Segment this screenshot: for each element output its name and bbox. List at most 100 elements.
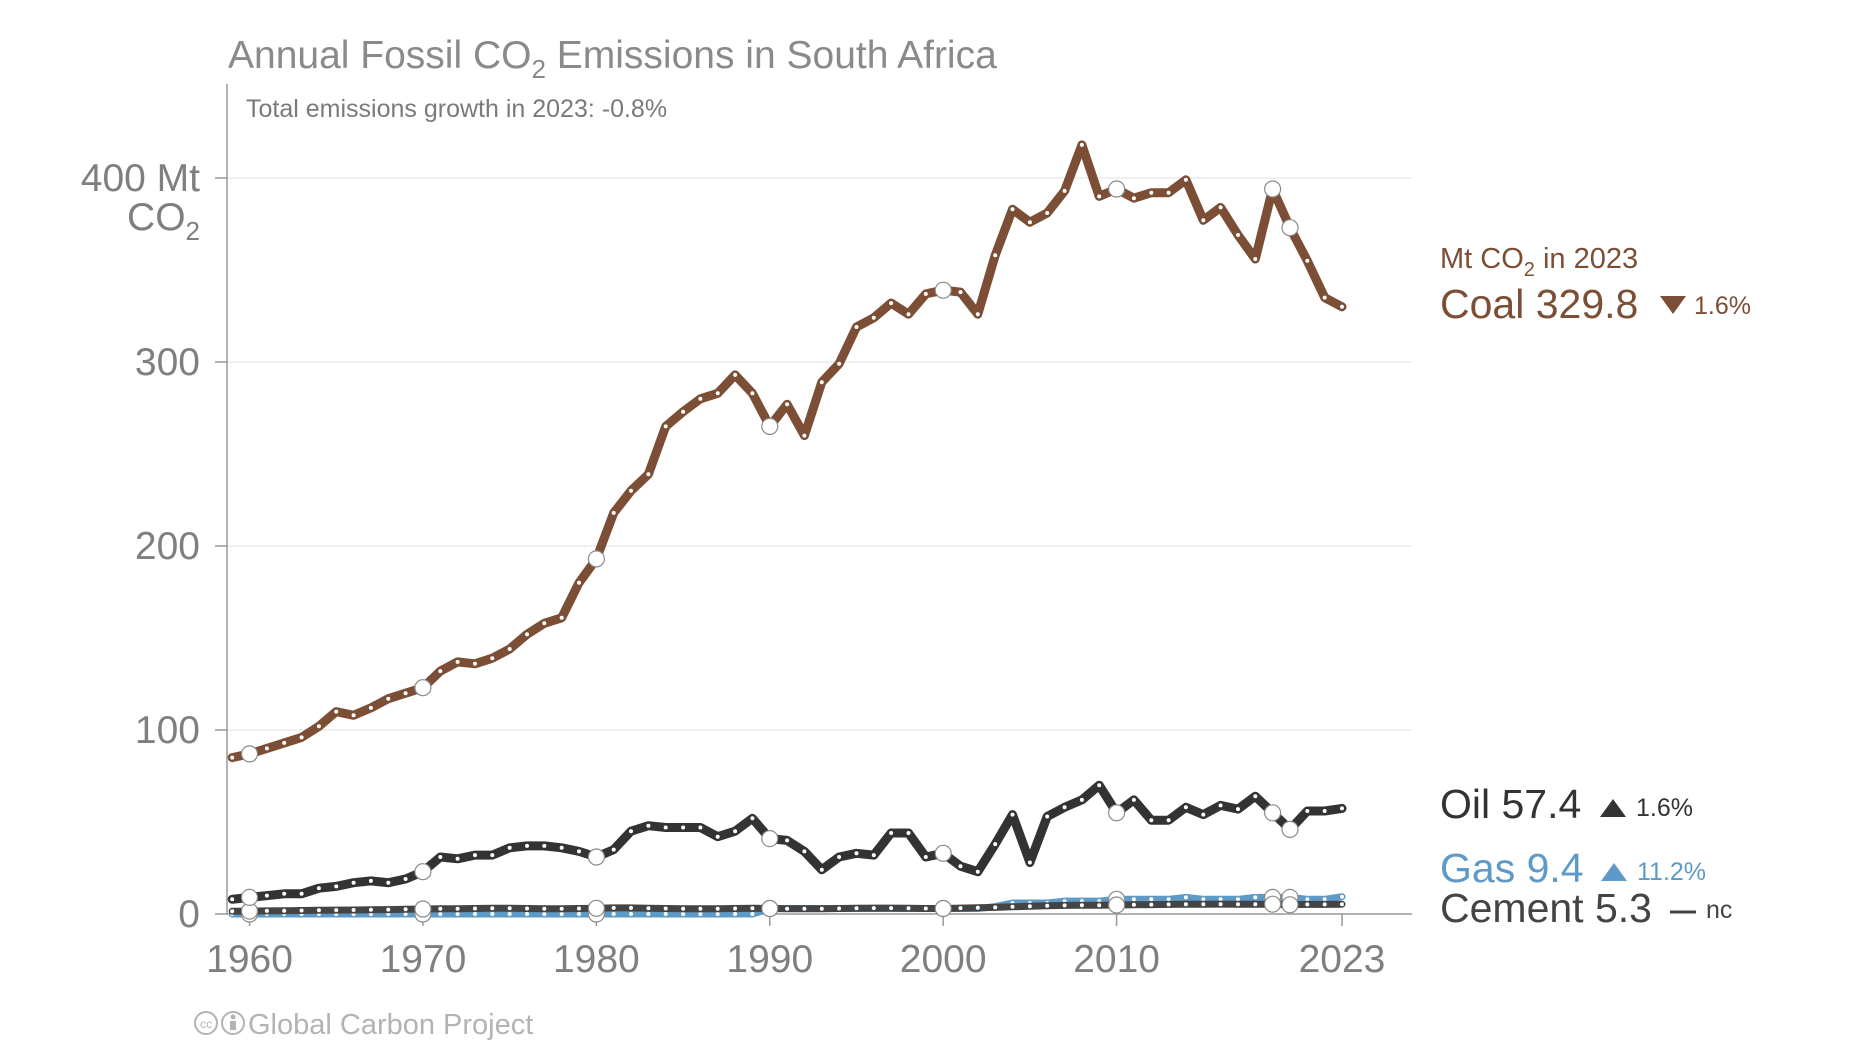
credit: cc Global Carbon Project	[194, 1009, 533, 1041]
y-axis-unit-label: CO2	[127, 196, 200, 246]
cement-point	[663, 906, 668, 911]
y-axis-ticks: 0 100 200 300 400 Mt	[81, 157, 227, 936]
coal-point	[1201, 218, 1206, 223]
cement-point	[1166, 902, 1171, 907]
oil-point	[1281, 820, 1299, 839]
coal-point	[1131, 196, 1136, 201]
coal-point	[889, 301, 894, 306]
unit-label: Mt CO2 in 2023	[1440, 243, 1638, 281]
oil-point	[559, 845, 564, 850]
coal-down-triangle-icon	[1660, 296, 1686, 314]
gas-point	[1201, 897, 1206, 902]
coal-point	[761, 417, 779, 435]
cement-point	[577, 906, 581, 911]
svg-text:cc: cc	[200, 1017, 212, 1031]
attribution-icon	[221, 1011, 245, 1035]
gas-point	[577, 912, 581, 916]
x-tick-label: 1990	[726, 938, 813, 981]
coal-point	[1097, 194, 1102, 199]
oil-point	[611, 847, 616, 852]
oil-change: 1.6%	[1636, 794, 1693, 822]
oil-point	[316, 886, 321, 891]
cement-label: Cement 5.3	[1440, 885, 1652, 931]
x-tick-label: 2010	[1073, 938, 1160, 981]
y-tick-label: 400 Mt	[81, 157, 200, 200]
coal-point	[1263, 180, 1282, 198]
cement-point	[386, 907, 391, 912]
cement-point	[1322, 902, 1327, 907]
coal-line	[227, 140, 1347, 763]
cement-series	[228, 895, 1346, 920]
coal-point	[230, 755, 235, 760]
oil-point	[698, 825, 703, 830]
coal-point	[646, 472, 651, 477]
gas-point	[559, 912, 564, 916]
coal-point	[1149, 190, 1154, 195]
coal-point	[698, 396, 703, 401]
y-tick-label: 0	[178, 893, 200, 936]
gas-point	[507, 912, 512, 916]
coal-change: 1.6%	[1694, 292, 1751, 320]
oil-point	[525, 843, 529, 848]
coal-point	[923, 291, 928, 296]
cement-point	[1107, 896, 1126, 914]
coal-point	[802, 433, 807, 438]
cement-point	[1045, 903, 1050, 908]
oil-point	[906, 831, 911, 835]
oil-point	[934, 844, 952, 862]
cement-point	[1201, 902, 1206, 907]
oil-point	[490, 853, 495, 858]
coal-point	[525, 632, 529, 637]
coal-point	[993, 253, 998, 258]
coal-point	[334, 709, 339, 714]
coal-point	[854, 325, 859, 329]
cement-point	[975, 905, 980, 910]
cement-point	[906, 906, 911, 911]
gas-point	[490, 912, 495, 916]
oil-point	[264, 893, 269, 898]
oil-point	[1183, 805, 1188, 810]
y-tick-label: 200	[135, 525, 200, 568]
oil-point	[1045, 814, 1050, 819]
cement-point	[854, 906, 859, 911]
gas-point	[715, 912, 720, 916]
coal-point	[368, 705, 373, 710]
cement-point	[559, 906, 564, 911]
coal-point	[316, 724, 321, 729]
oil-point	[750, 816, 755, 821]
cement-point	[473, 906, 477, 911]
coal-point	[1236, 233, 1240, 237]
cement-point	[542, 906, 547, 911]
x-tick-label: 1970	[380, 938, 467, 981]
coal-point	[1027, 220, 1032, 225]
coal-point	[715, 391, 720, 396]
cement-point	[1149, 902, 1154, 907]
oil-point	[663, 825, 668, 830]
gas-point	[1183, 895, 1188, 900]
coal-point	[681, 409, 686, 414]
oil-point	[923, 855, 928, 859]
cement-point	[1218, 902, 1223, 907]
oil-point	[368, 878, 373, 883]
coal-point	[1281, 219, 1299, 237]
coal-point	[1305, 258, 1310, 263]
coal-point	[1253, 257, 1258, 261]
cement-point	[403, 907, 408, 912]
x-tick-label: 1980	[553, 938, 640, 981]
oil-point	[473, 853, 477, 858]
cement-point	[1079, 903, 1084, 908]
oil-point	[1062, 805, 1067, 810]
x-tick-label: 1960	[206, 938, 293, 981]
cement-point	[819, 906, 824, 911]
cement-point	[438, 906, 443, 911]
coal-point	[1079, 142, 1084, 147]
coal-point	[438, 669, 443, 674]
cement-point	[1281, 896, 1299, 914]
cement-point	[958, 906, 963, 911]
cement-point	[1305, 902, 1310, 907]
oil-point	[507, 845, 512, 850]
gas-point	[403, 912, 408, 916]
gas-point	[750, 912, 755, 916]
coal-point	[1045, 211, 1050, 215]
gas-point	[646, 912, 651, 916]
